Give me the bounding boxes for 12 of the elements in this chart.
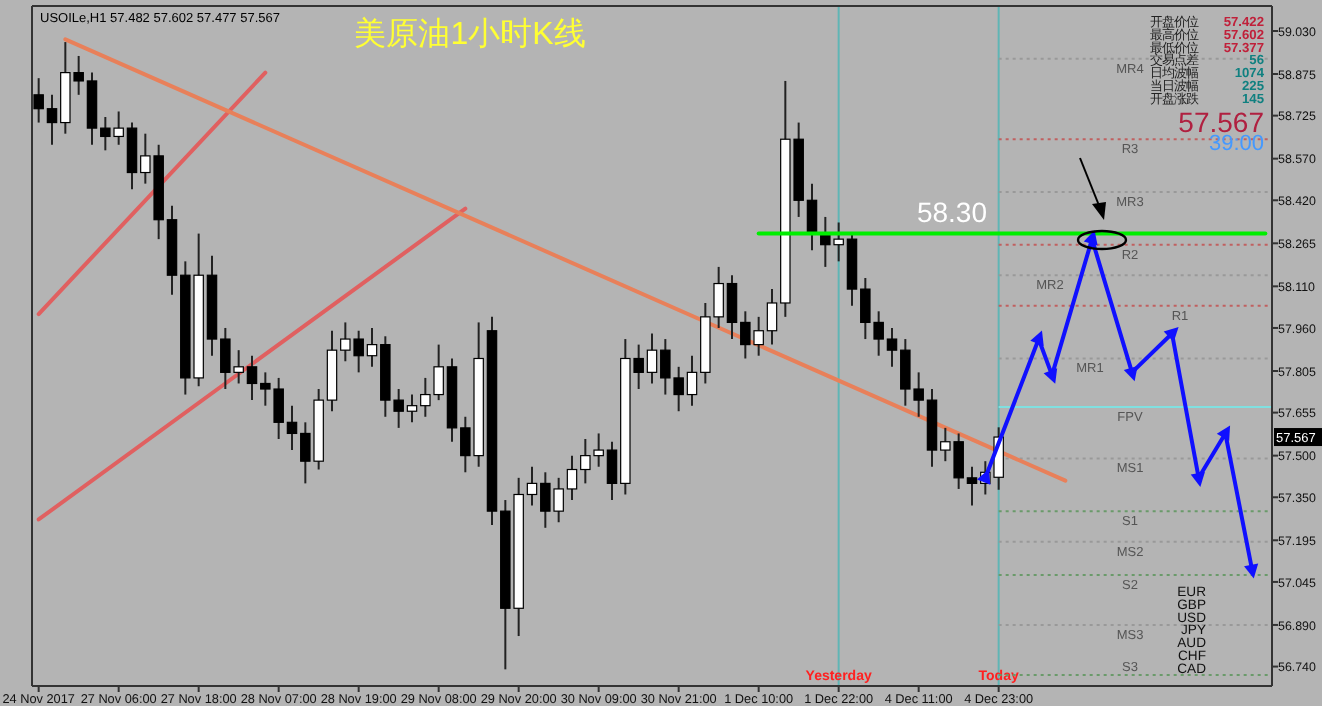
point xyxy=(1163,327,1179,342)
point xyxy=(1030,330,1044,346)
point xyxy=(1244,563,1259,579)
point xyxy=(1190,472,1205,487)
point xyxy=(1123,365,1138,382)
annotation: 57.567 xyxy=(1178,106,1265,138)
point xyxy=(1083,230,1098,246)
point xyxy=(1216,425,1231,442)
annotation: 39:00 xyxy=(1208,132,1264,156)
chart-title: 美原油1小时K线 xyxy=(354,16,586,52)
point xyxy=(1043,368,1058,384)
annotation: 58.30 xyxy=(916,195,988,228)
